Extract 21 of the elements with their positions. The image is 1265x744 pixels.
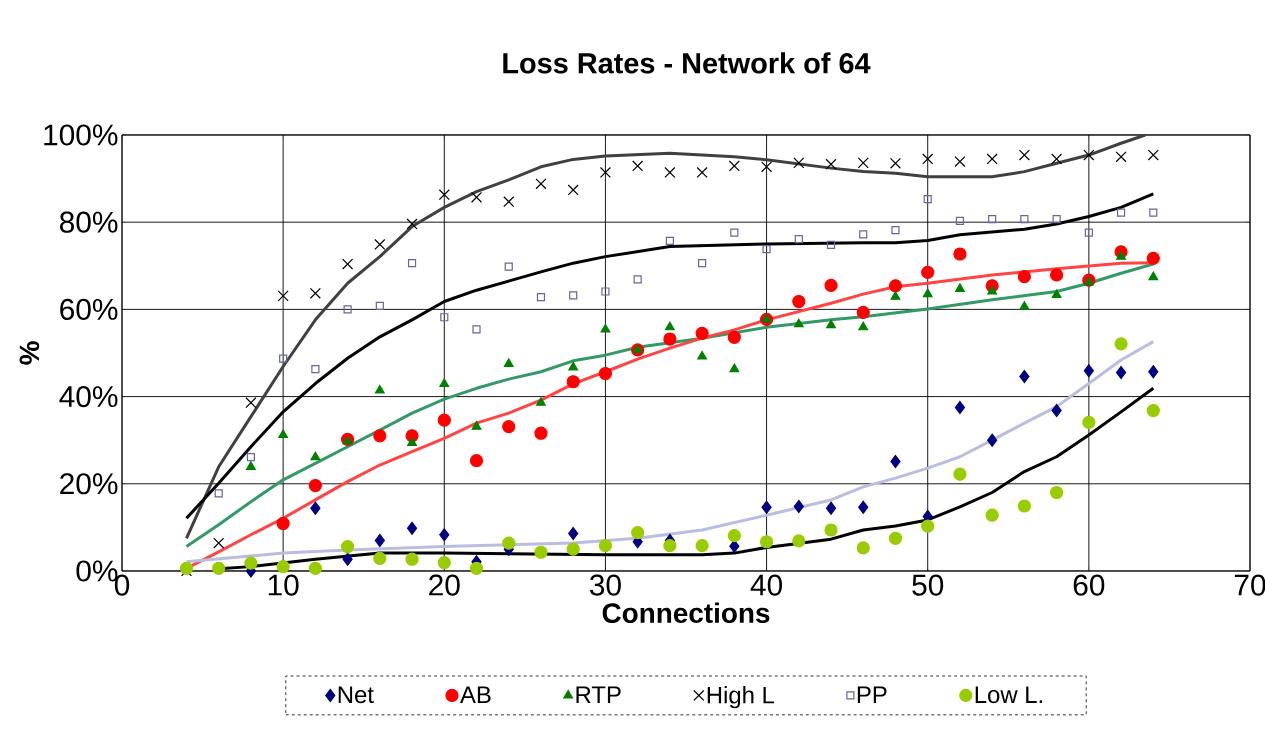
legend-label: Net <box>338 686 374 704</box>
y-axis-title: % <box>19 341 40 365</box>
y-tick-label: 100% <box>44 124 118 146</box>
legend-label: PP <box>857 686 887 703</box>
x-axis-title: Connections <box>602 602 770 623</box>
y-tick-label: 60% <box>60 298 118 320</box>
x-tick-label: 70 <box>1234 574 1265 596</box>
legend-label: High L <box>707 686 775 709</box>
x-tick-label: 10 <box>268 574 299 596</box>
legend-label: Low L. <box>975 686 1042 704</box>
y-tick-label: 40% <box>59 386 118 408</box>
y-tick-label: 80% <box>59 211 118 233</box>
x-tick-label: 30 <box>589 574 621 596</box>
legend-label: AB <box>460 686 491 703</box>
x-tick-label: 50 <box>912 574 944 596</box>
chart-title: Loss Rates - Network of 64 <box>503 52 871 74</box>
x-tick-label: 40 <box>750 574 783 596</box>
y-tick-label: 20% <box>60 473 118 495</box>
legend-label: RTP <box>576 686 621 703</box>
x-tick-label: 20 <box>429 574 460 596</box>
x-tick-label: 60 <box>1073 574 1105 596</box>
